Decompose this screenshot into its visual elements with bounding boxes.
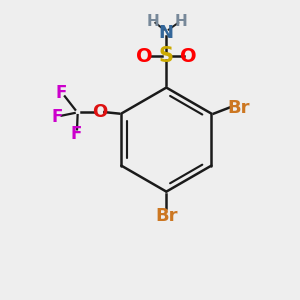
Text: O: O	[136, 47, 152, 66]
Text: O: O	[180, 47, 197, 66]
Text: H: H	[147, 14, 159, 29]
Text: F: F	[52, 108, 63, 126]
Text: O: O	[92, 103, 107, 121]
Text: H: H	[174, 14, 187, 29]
Text: Br: Br	[227, 99, 249, 117]
Text: F: F	[70, 124, 82, 142]
Text: N: N	[159, 24, 174, 42]
Text: F: F	[56, 84, 67, 102]
Text: Br: Br	[155, 207, 178, 225]
Text: S: S	[159, 46, 174, 66]
